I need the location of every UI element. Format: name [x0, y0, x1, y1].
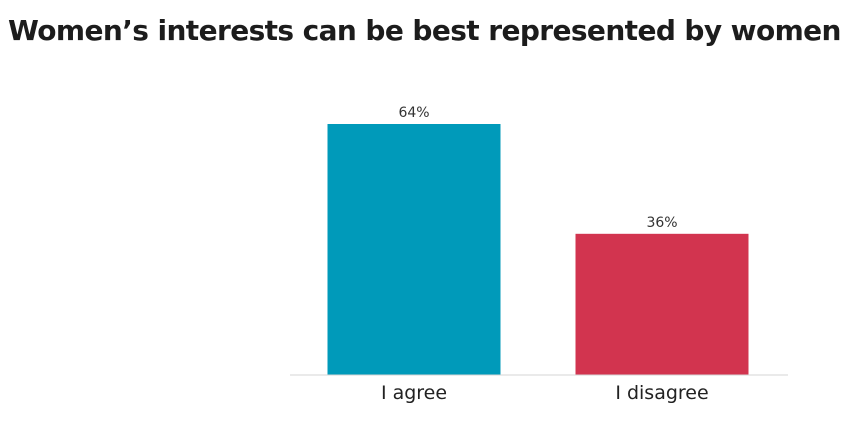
tick-label-i-agree: I agree [381, 382, 447, 404]
bar-i-agree [327, 124, 501, 375]
chart-title: Women’s interests can be best represente… [8, 14, 841, 47]
tick-label-i-disagree: I disagree [615, 382, 708, 404]
tick-labels-group: I agree I disagree [381, 382, 709, 404]
value-labels-group: 64% 36% [398, 105, 677, 231]
bar-i-disagree [575, 233, 749, 375]
value-label-i-agree: 64% [398, 105, 429, 121]
bars-group [327, 124, 749, 375]
value-label-i-disagree: 36% [646, 215, 677, 231]
